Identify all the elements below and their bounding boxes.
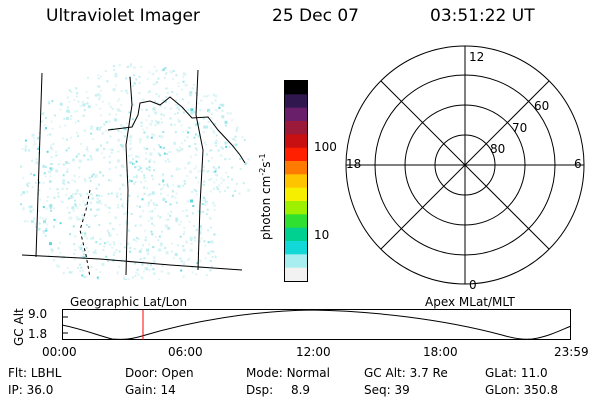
readout-value: Normal: [286, 366, 330, 380]
readout-value: 11.0: [520, 366, 548, 380]
colorbar-segment: [285, 94, 307, 109]
color-scale-bar: [284, 80, 308, 282]
colorbar-tick-10: 10: [314, 228, 330, 242]
emission-speckle: [20, 63, 250, 280]
xtick-2359: 23:59: [554, 345, 589, 359]
readout-label: Dsp:: [246, 383, 274, 397]
readout-ip: IP: 36.0: [8, 383, 53, 397]
readout-value: LBHL: [30, 366, 62, 380]
colorbar-tick-100: 100: [314, 140, 337, 154]
meridian-line-3: [195, 69, 204, 271]
readout-glat: GLat: 11.0: [485, 366, 548, 380]
colorbar-segment: [285, 81, 307, 95]
time-readout: 03:51:22 UT: [430, 6, 535, 26]
readout-gc-alt: GC Alt: 3.7 Re: [364, 366, 448, 380]
ytick-9: 9.0: [28, 307, 48, 321]
xtick-0600: 06:00: [168, 345, 203, 359]
colorbar-segment: [285, 107, 307, 122]
polar-grid: 12 18 6 0 60 70 80: [345, 45, 585, 290]
readout-dsp: Dsp: 8.9: [246, 383, 310, 397]
readout-label: Flt:: [8, 366, 27, 380]
readout-label: GLat:: [485, 366, 518, 380]
mlt-label-12: 12: [469, 50, 484, 64]
meridian-line-1: [35, 72, 43, 258]
colorbar-units-label: photon cm-2s-1: [258, 153, 273, 240]
timeline-frame: [62, 309, 571, 340]
colorbar-segment: [285, 147, 307, 162]
readout-seq: Seq: 39: [364, 383, 410, 397]
colorbar-segment: [285, 161, 307, 175]
colorbar-segment: [285, 227, 307, 242]
map-grid-lines: [21, 69, 246, 278]
units-text: photon cm: [259, 175, 273, 240]
coastline: [107, 96, 246, 164]
units-text-s: s: [259, 161, 273, 168]
colorbar-segment: [285, 201, 307, 215]
timeline-left-title: Geographic Lat/Lon: [70, 295, 188, 309]
readout-gain: Gain: 14: [125, 383, 176, 397]
readout-value: 3.7 Re: [409, 366, 448, 380]
uv-image-panel: [20, 63, 250, 280]
ytick-1-8: 1.8: [28, 327, 48, 341]
units-exp-1: -2: [258, 167, 267, 176]
lat-label-80: 80: [490, 142, 505, 156]
lat-label-70: 70: [512, 121, 527, 135]
colorbar-segment: [285, 214, 307, 229]
altitude-timeline: [62, 309, 572, 340]
timeline-right-title: Apex MLat/MLT: [425, 295, 515, 309]
colorbar-segment: [285, 187, 307, 202]
readout-glon: GLon: 350.8: [485, 383, 558, 397]
instrument-title: Ultraviolet Imager: [46, 6, 200, 26]
parallel-line: [21, 254, 243, 271]
readout-label: Gain:: [125, 383, 157, 397]
readout-label: IP:: [8, 383, 23, 397]
readout-door: Door: Open: [125, 366, 194, 380]
mlt-diagonal-2: [380, 80, 550, 250]
readout-label: GLon:: [485, 383, 520, 397]
colorbar-segment: [285, 174, 307, 189]
readout-value: 36.0: [26, 383, 54, 397]
meridian-line-2: [125, 76, 133, 276]
color-scale-gradient: [285, 81, 307, 282]
mlt-label-6: 6: [574, 157, 582, 171]
colorbar-segment: [285, 241, 307, 255]
terminator-line: [79, 189, 91, 278]
mlt-label-18: 18: [346, 157, 361, 171]
readout-label: Mode:: [246, 366, 283, 380]
readout-value: 39: [394, 383, 410, 397]
xtick-1800: 18:00: [423, 345, 458, 359]
readout-value: 350.8: [523, 383, 558, 397]
colorbar-segment: [285, 254, 307, 269]
readout-value: Open: [161, 366, 194, 380]
timeline-ylabel: GC Alt: [12, 308, 26, 346]
colorbar-segment: [285, 134, 307, 149]
xtick-1200: 12:00: [296, 345, 331, 359]
readout-value: 8.9: [290, 383, 311, 397]
xtick-0000: 00:00: [42, 345, 77, 359]
lat-label-60: 60: [534, 99, 549, 113]
date-readout: 25 Dec 07: [272, 6, 359, 26]
readout-mode: Mode: Normal: [246, 366, 330, 380]
mlt-label-0: 0: [469, 278, 477, 290]
readout-label: GC Alt:: [364, 366, 406, 380]
colorbar-segment: [285, 121, 307, 135]
readout-value: 14: [160, 383, 176, 397]
altitude-curve: [62, 309, 572, 340]
readout-label: Seq:: [364, 383, 391, 397]
colorbar-segment: [285, 267, 307, 282]
units-exp-2: -1: [258, 153, 267, 162]
readout-label: Door:: [125, 366, 158, 380]
readout-flt: Flt: LBHL: [8, 366, 61, 380]
